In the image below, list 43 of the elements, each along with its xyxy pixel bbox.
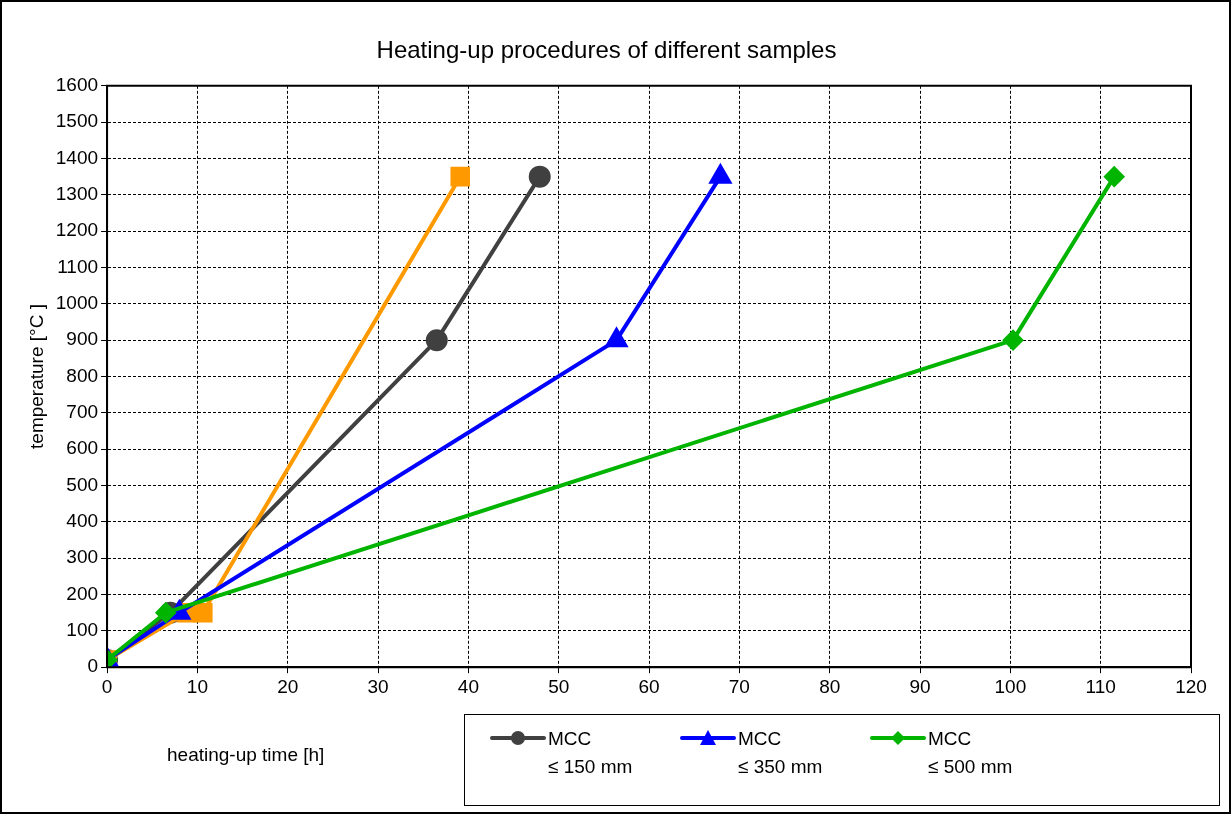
x-tick-label: 120 [1175, 675, 1207, 697]
x-tick-label: 90 [909, 675, 931, 697]
point [528, 165, 551, 188]
chart-title: Heating-up procedures of different samples [376, 36, 837, 64]
y-tick-label: 0 [87, 655, 99, 677]
x-axis-title: heating-up time [h] [167, 744, 325, 766]
x-tick-label: 40 [457, 675, 479, 697]
y-tick-label: 800 [66, 364, 99, 386]
x-tick-label: 80 [819, 675, 841, 697]
y-tick-label: 200 [66, 582, 99, 604]
y-tick-label: 900 [66, 328, 99, 350]
x-tick-label: 10 [186, 675, 208, 697]
y-tick-label: 1300 [55, 183, 99, 205]
x-tick-label: 60 [638, 675, 660, 697]
y-tick-label: 1200 [55, 219, 99, 241]
y-tick-label: 400 [66, 510, 99, 532]
x-tick-label: 70 [728, 675, 750, 697]
y-axis-title: temperature [°C ] [25, 304, 47, 449]
point [450, 166, 471, 187]
y-tick-label: 300 [66, 546, 99, 568]
point [193, 602, 213, 623]
x-tick-label: 30 [367, 675, 389, 697]
point [1104, 166, 1125, 187]
y-tick-label: 1000 [55, 292, 99, 314]
y-tick-label: 1400 [55, 146, 99, 168]
point [155, 602, 176, 623]
x-tick-label: 50 [548, 675, 570, 697]
x-tick-label: 100 [994, 675, 1027, 697]
y-tick-label: 1100 [57, 255, 99, 277]
legend-label: MCC ≤ 500 mm [928, 727, 1014, 779]
y-tick-label: 700 [66, 401, 99, 423]
x-tick-label: 20 [277, 675, 299, 697]
point [1003, 330, 1024, 351]
y-tick-label: 100 [66, 619, 99, 641]
y-tick-label: 600 [66, 437, 99, 459]
x-tick-label: 0 [101, 675, 113, 697]
y-tick-label: 1600 [55, 74, 99, 96]
legend-label: MCC ≤ 150 mm [548, 727, 634, 779]
point [425, 329, 448, 352]
y-tick-label: 1500 [55, 110, 99, 132]
x-tick-label: 110 [1085, 675, 1116, 697]
y-tick-label: 500 [66, 473, 99, 495]
legend-label: MCC ≤ 350 mm [738, 727, 824, 779]
